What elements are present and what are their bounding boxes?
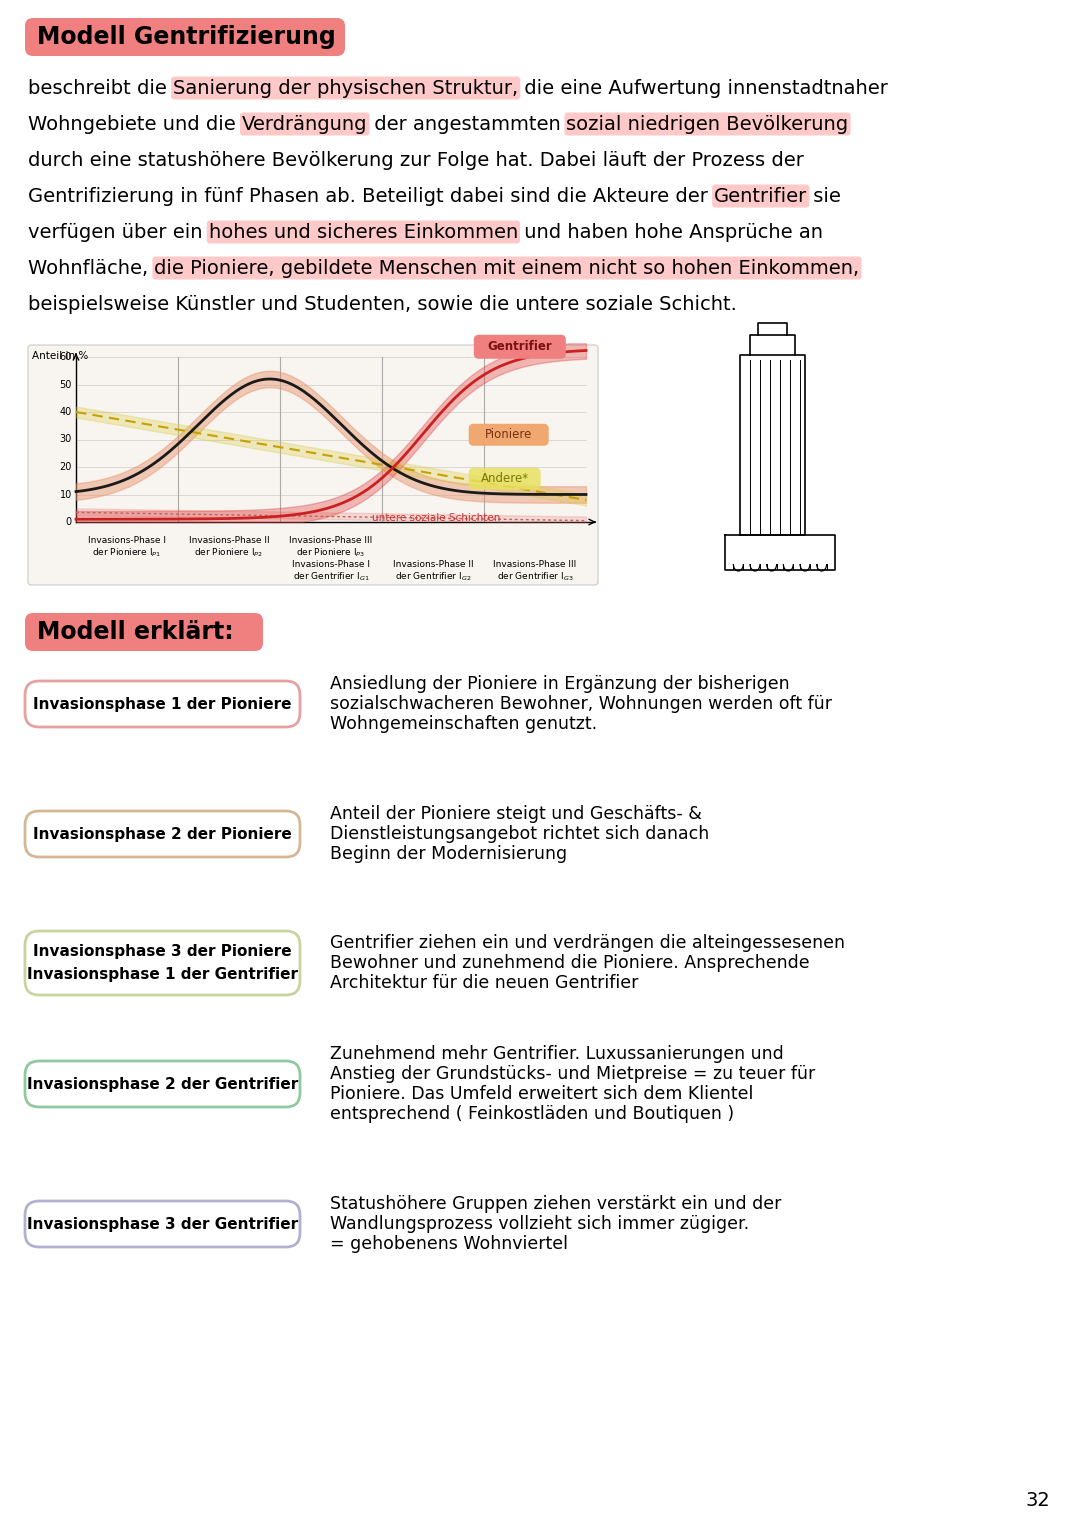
- Text: Wohnfläche,: Wohnfläche,: [28, 259, 154, 277]
- Text: Zunehmend mehr Gentrifier. Luxussanierungen und: Zunehmend mehr Gentrifier. Luxussanierun…: [330, 1045, 784, 1063]
- Text: die eine Aufwertung innenstadtnaher: die eine Aufwertung innenstadtnaher: [518, 78, 888, 98]
- Text: verfügen über ein: verfügen über ein: [28, 222, 208, 242]
- Text: Wohngebiete und die: Wohngebiete und die: [28, 115, 242, 133]
- Text: 10: 10: [59, 490, 72, 499]
- FancyBboxPatch shape: [206, 221, 519, 244]
- Text: und haben hohe Ansprüche an: und haben hohe Ansprüche an: [518, 222, 823, 242]
- Text: Bewohner und zunehmend die Pioniere. Ansprechende: Bewohner und zunehmend die Pioniere. Ans…: [330, 954, 810, 971]
- Text: Ansiedlung der Pioniere in Ergänzung der bisherigen: Ansiedlung der Pioniere in Ergänzung der…: [330, 676, 789, 692]
- FancyBboxPatch shape: [25, 18, 345, 57]
- Text: Verdrängung: Verdrängung: [242, 115, 367, 133]
- Text: sozial niedrigen Bevölkerung: sozial niedrigen Bevölkerung: [567, 115, 849, 133]
- Text: Beginn der Modernisierung: Beginn der Modernisierung: [330, 846, 567, 863]
- Text: Invasionsphase 3 der Pioniere: Invasionsphase 3 der Pioniere: [33, 944, 292, 959]
- FancyBboxPatch shape: [152, 256, 862, 279]
- Text: Andere*: Andere*: [481, 472, 529, 486]
- Text: sozialschwacheren Bewohner, Wohnungen werden oft für: sozialschwacheren Bewohner, Wohnungen we…: [330, 696, 832, 712]
- FancyBboxPatch shape: [25, 810, 300, 856]
- FancyBboxPatch shape: [565, 112, 851, 135]
- Text: Invasions-Phase III
der Pioniere I$_{P3}$: Invasions-Phase III der Pioniere I$_{P3}…: [289, 536, 373, 559]
- Text: der angestammten: der angestammten: [367, 115, 567, 133]
- Text: Gentrifizierung in fünf Phasen ab. Beteiligt dabei sind die Akteure der: Gentrifizierung in fünf Phasen ab. Betei…: [28, 187, 714, 205]
- Text: Architektur für die neuen Gentrifier: Architektur für die neuen Gentrifier: [330, 974, 638, 993]
- Text: Sanierung der physischen Struktur,: Sanierung der physischen Struktur,: [173, 78, 518, 98]
- Text: Anteil der Pioniere steigt und Geschäfts- &: Anteil der Pioniere steigt und Geschäfts…: [330, 804, 702, 823]
- FancyBboxPatch shape: [25, 1201, 300, 1247]
- Text: sie: sie: [808, 187, 841, 205]
- Text: 40: 40: [59, 408, 72, 417]
- Text: Dienstleistungsangebot richtet sich danach: Dienstleistungsangebot richtet sich dana…: [330, 826, 710, 843]
- Text: Invasionsphase 1 der Gentrifier: Invasionsphase 1 der Gentrifier: [27, 967, 298, 982]
- Text: Statushöhere Gruppen ziehen verstärkt ein und der: Statushöhere Gruppen ziehen verstärkt ei…: [330, 1195, 781, 1213]
- Text: Wandlungsprozess vollzieht sich immer zügiger.: Wandlungsprozess vollzieht sich immer zü…: [330, 1215, 750, 1233]
- Text: untere soziale Schichten: untere soziale Schichten: [372, 513, 500, 522]
- Text: Gentrifier: Gentrifier: [714, 187, 808, 205]
- Text: Invasions-Phase I
der Pioniere I$_{P1}$: Invasions-Phase I der Pioniere I$_{P1}$: [87, 536, 166, 559]
- Text: beschreibt die: beschreibt die: [28, 78, 173, 98]
- Text: Invasions-Phase III
der Gentrifier I$_{G3}$: Invasions-Phase III der Gentrifier I$_{G…: [494, 561, 577, 584]
- Text: 32: 32: [1025, 1491, 1050, 1511]
- Text: entsprechend ( Feinkostläden und Boutiquen ): entsprechend ( Feinkostläden und Boutiqu…: [330, 1105, 734, 1123]
- Text: Gentrifier ziehen ein und verdrängen die alteingessesenen: Gentrifier ziehen ein und verdrängen die…: [330, 935, 845, 951]
- FancyBboxPatch shape: [25, 931, 300, 994]
- Text: Invasionsphase 3 der Gentrifier: Invasionsphase 3 der Gentrifier: [27, 1216, 298, 1232]
- Text: hohes und sicheres Einkommen: hohes und sicheres Einkommen: [208, 222, 518, 242]
- Text: die Pioniere, gebildete Menschen mit einem nicht so hohen Einkommen,: die Pioniere, gebildete Menschen mit ein…: [154, 259, 860, 277]
- FancyBboxPatch shape: [25, 1062, 300, 1108]
- Text: 20: 20: [59, 463, 72, 472]
- Text: 60: 60: [59, 352, 72, 362]
- Text: durch eine statushöhere Bevölkerung zur Folge hat. Dabei läuft der Prozess der: durch eine statushöhere Bevölkerung zur …: [28, 150, 804, 170]
- Text: Pioniere: Pioniere: [485, 429, 532, 441]
- FancyBboxPatch shape: [25, 613, 264, 651]
- FancyBboxPatch shape: [171, 77, 521, 100]
- Text: 0: 0: [66, 516, 72, 527]
- Text: Anteil in %: Anteil in %: [32, 351, 89, 362]
- FancyBboxPatch shape: [469, 467, 541, 490]
- FancyBboxPatch shape: [28, 345, 598, 585]
- FancyBboxPatch shape: [240, 112, 369, 135]
- FancyBboxPatch shape: [25, 682, 300, 728]
- Text: Invasionsphase 1 der Pioniere: Invasionsphase 1 der Pioniere: [33, 697, 292, 711]
- FancyBboxPatch shape: [469, 424, 549, 446]
- FancyBboxPatch shape: [712, 184, 809, 207]
- Text: Modell erklärt:: Modell erklärt:: [37, 620, 233, 643]
- Text: Gentrifier: Gentrifier: [487, 340, 552, 354]
- Text: Invasionsphase 2 der Pioniere: Invasionsphase 2 der Pioniere: [33, 826, 292, 841]
- Text: Wohngemeinschaften genutzt.: Wohngemeinschaften genutzt.: [330, 715, 597, 732]
- Text: 30: 30: [59, 435, 72, 444]
- Text: Invasions-Phase II
der Gentrifier I$_{G2}$: Invasions-Phase II der Gentrifier I$_{G2…: [393, 561, 473, 584]
- Text: Modell Gentrifizierung: Modell Gentrifizierung: [37, 25, 336, 49]
- Text: 50: 50: [59, 380, 72, 389]
- Text: = gehobenens Wohnviertel: = gehobenens Wohnviertel: [330, 1235, 568, 1253]
- Text: Invasionsphase 2 der Gentrifier: Invasionsphase 2 der Gentrifier: [27, 1077, 298, 1091]
- Text: beispielsweise Künstler und Studenten, sowie die untere soziale Schicht.: beispielsweise Künstler und Studenten, s…: [28, 294, 737, 314]
- Text: Pioniere. Das Umfeld erweitert sich dem Klientel: Pioniere. Das Umfeld erweitert sich dem …: [330, 1085, 754, 1103]
- Text: Invasions-Phase I
der Gentrifier I$_{G1}$: Invasions-Phase I der Gentrifier I$_{G1}…: [292, 561, 370, 584]
- FancyBboxPatch shape: [474, 336, 566, 358]
- Text: Anstieg der Grundstücks- und Mietpreise = zu teuer für: Anstieg der Grundstücks- und Mietpreise …: [330, 1065, 815, 1083]
- Text: Invasions-Phase II
der Pioniere I$_{P2}$: Invasions-Phase II der Pioniere I$_{P2}$: [189, 536, 269, 559]
